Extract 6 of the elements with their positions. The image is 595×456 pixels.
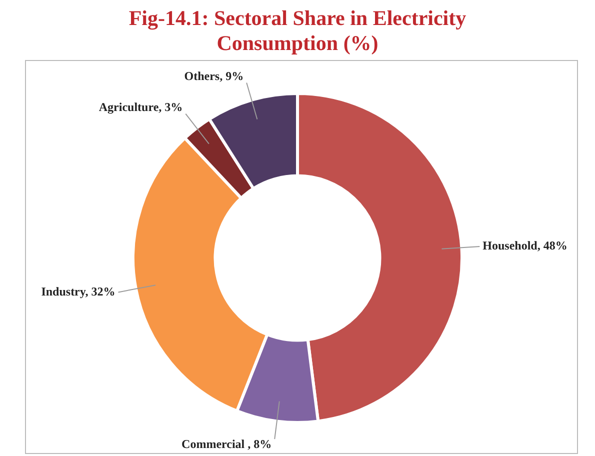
slice-label: Others, 9% <box>184 68 244 83</box>
slice-label: Industry, 32% <box>41 284 116 298</box>
slice-label: Commercial , 8% <box>182 437 272 452</box>
slice-label: Household, 48% <box>482 238 568 253</box>
slice-label: Agriculture, 3% <box>98 100 183 114</box>
chart-title: Fig-14.1: Sectoral Share in Electricity Consumption (%) <box>128 5 468 56</box>
